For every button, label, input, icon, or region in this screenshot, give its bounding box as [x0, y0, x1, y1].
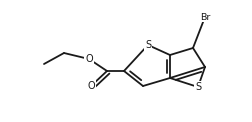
Text: S: S	[195, 82, 201, 92]
Text: Br: Br	[200, 12, 210, 21]
Text: S: S	[145, 40, 151, 50]
Text: O: O	[85, 54, 93, 64]
Text: O: O	[87, 81, 95, 91]
